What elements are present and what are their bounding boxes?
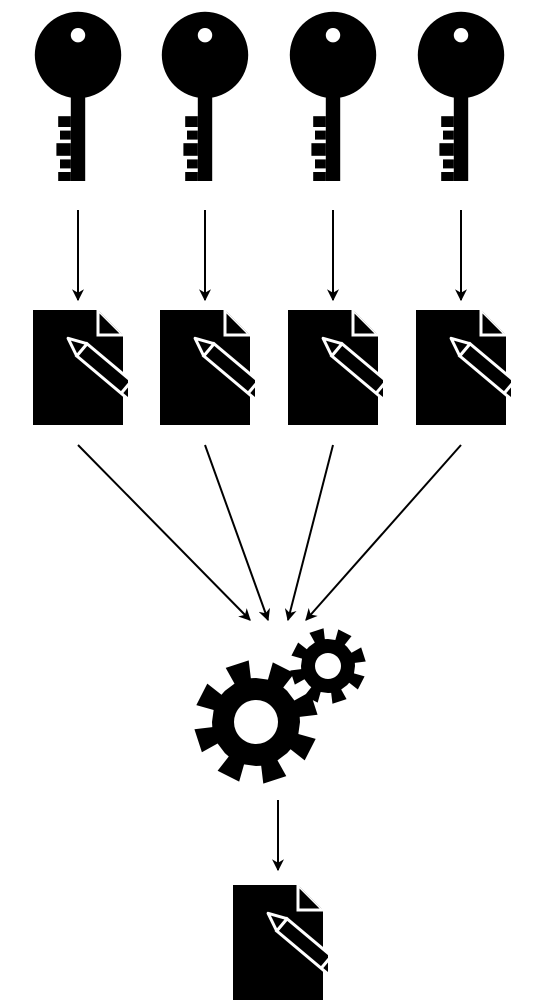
document-edit-icon bbox=[288, 310, 396, 425]
arrow-doc-to-gears bbox=[288, 445, 333, 620]
document-edit-icon bbox=[33, 310, 141, 425]
arrow-doc-to-gears bbox=[205, 445, 268, 620]
arrow-doc-to-gears bbox=[78, 445, 250, 620]
document-edit-icon bbox=[416, 310, 524, 425]
key-icon bbox=[162, 12, 248, 181]
gears-icon bbox=[194, 628, 365, 783]
key-icon bbox=[35, 12, 121, 181]
key-icon bbox=[418, 12, 504, 181]
document-edit-icon bbox=[160, 310, 268, 425]
document-edit-icon bbox=[233, 885, 341, 1000]
key-icon bbox=[290, 12, 376, 181]
arrow-doc-to-gears bbox=[306, 445, 461, 620]
